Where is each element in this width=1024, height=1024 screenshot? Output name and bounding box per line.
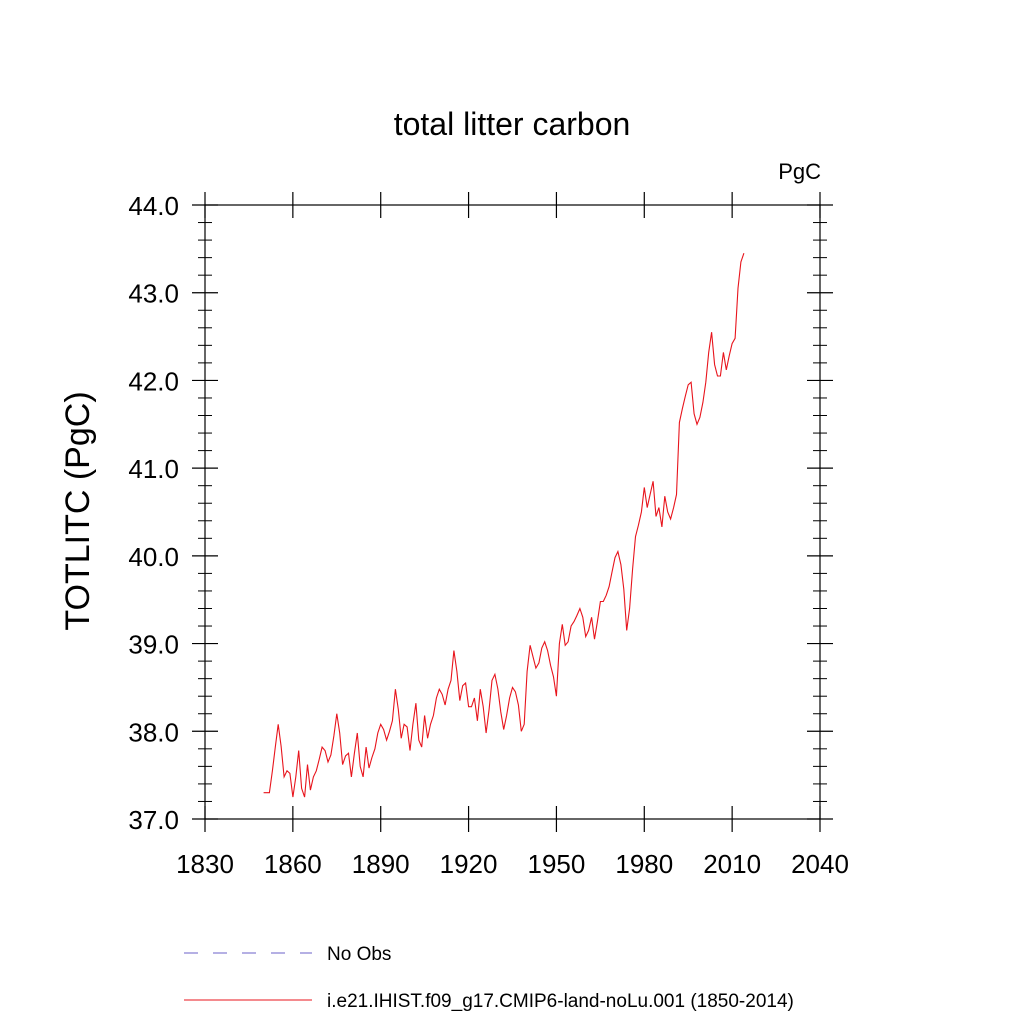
series-layer: [263, 253, 745, 798]
x-tick-label: 1890: [352, 849, 410, 879]
x-tick-label: 1860: [264, 849, 322, 879]
series-line: [263, 253, 745, 798]
x-tick-label: 1830: [176, 849, 234, 879]
x-tick-label: 2040: [791, 849, 849, 879]
y-tick-label: 41.0: [128, 454, 179, 484]
y-tick-label: 44.0: [128, 191, 179, 221]
x-tick-label: 2010: [703, 849, 761, 879]
x-tick-label: 1920: [440, 849, 498, 879]
axis-ticks: [192, 192, 833, 832]
y-tick-label: 40.0: [128, 542, 179, 572]
units-label: PgC: [778, 159, 821, 184]
chart-title: total litter carbon: [394, 106, 631, 142]
y-tick-label: 43.0: [128, 279, 179, 309]
y-axis-label: TOTLITC (PgC): [59, 391, 97, 630]
legend-label: i.e21.IHIST.f09_g17.CMIP6-land-noLu.001 …: [327, 991, 794, 1012]
x-tick-label: 1980: [615, 849, 673, 879]
axis-tick-labels: 37.0 38.0 39.0 40.0 41.0 42.0 43.0 44.0 1830 1860…: [128, 191, 849, 879]
plot-frame: [204, 204, 821, 820]
y-tick-label: 42.0: [128, 366, 179, 396]
y-tick-label: 39.0: [128, 630, 179, 660]
legend: No Obs i.e21.IHIST.f09_g17.CMIP6-land-noL…: [184, 944, 794, 1012]
y-tick-label: 37.0: [128, 805, 179, 835]
y-tick-label: 38.0: [128, 717, 179, 747]
legend-label: No Obs: [327, 944, 391, 965]
x-tick-label: 1950: [528, 849, 586, 879]
